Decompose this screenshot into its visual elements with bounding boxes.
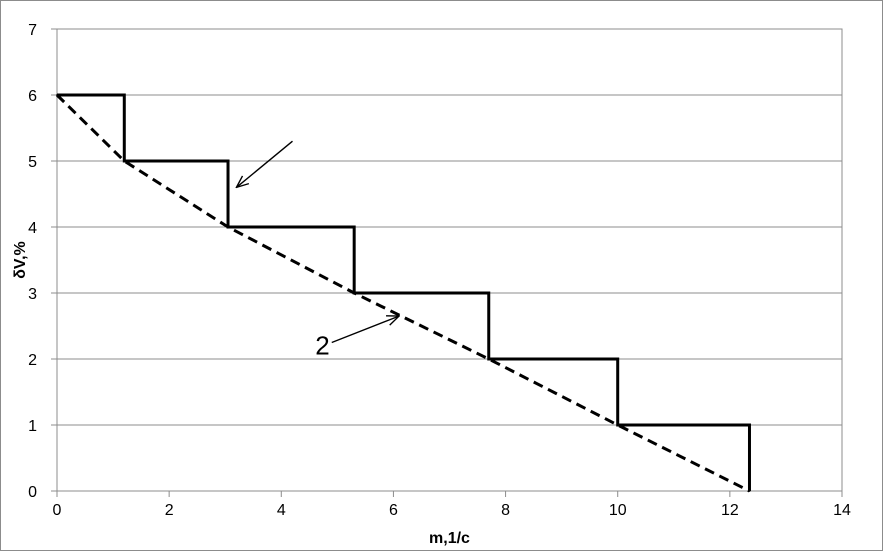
series-1-point-3 [353, 292, 355, 294]
plot-area [56, 28, 843, 492]
x-tick-label-1: 2 [165, 502, 174, 519]
annotation-arrow-1 [331, 316, 399, 344]
x-tick-label-0: 0 [53, 502, 62, 519]
y-tick-label-3: 3 [28, 286, 37, 303]
series-1-point-2 [227, 226, 229, 228]
y-axis-title: δV,% [12, 241, 29, 279]
series-1-point-5 [616, 424, 619, 426]
annotations: 2 [236, 140, 399, 361]
y-tick-label-4: 4 [28, 220, 37, 237]
series-layer [55, 93, 751, 493]
y-tick-label-6: 6 [28, 88, 37, 105]
series-1-point-1 [123, 160, 126, 162]
x-axis-title: m,1/c [429, 530, 470, 547]
series-1-point-4 [487, 358, 490, 360]
x-tick-label-2: 4 [277, 502, 286, 519]
x-tick-label-4: 8 [501, 502, 510, 519]
plot-area-border [56, 28, 843, 492]
x-tick-label-3: 6 [389, 502, 398, 519]
y-tick-label-2: 2 [28, 352, 37, 369]
series-0-point-1 [123, 94, 126, 96]
series-0-point-3 [227, 160, 229, 162]
annotation-arrow-0 [236, 140, 293, 187]
axes [51, 28, 843, 497]
series-1-point-0 [56, 94, 58, 96]
series-0-point-5 [353, 226, 355, 228]
x-tick-label-5: 10 [609, 502, 627, 519]
y-tick-label-1: 1 [28, 418, 37, 435]
series-1-point-6 [748, 490, 751, 492]
series-0-point-11 [748, 424, 751, 426]
y-tick-label-5: 5 [28, 154, 37, 171]
y-tick-label-7: 7 [28, 22, 37, 39]
series-0-point-9 [616, 358, 619, 360]
y-tick-label-0: 0 [28, 484, 37, 501]
annotation-label-1: 2 [315, 331, 329, 361]
series-0-point-7 [487, 292, 490, 294]
x-tick-label-7: 14 [833, 502, 851, 519]
x-tick-label-6: 12 [721, 502, 739, 519]
